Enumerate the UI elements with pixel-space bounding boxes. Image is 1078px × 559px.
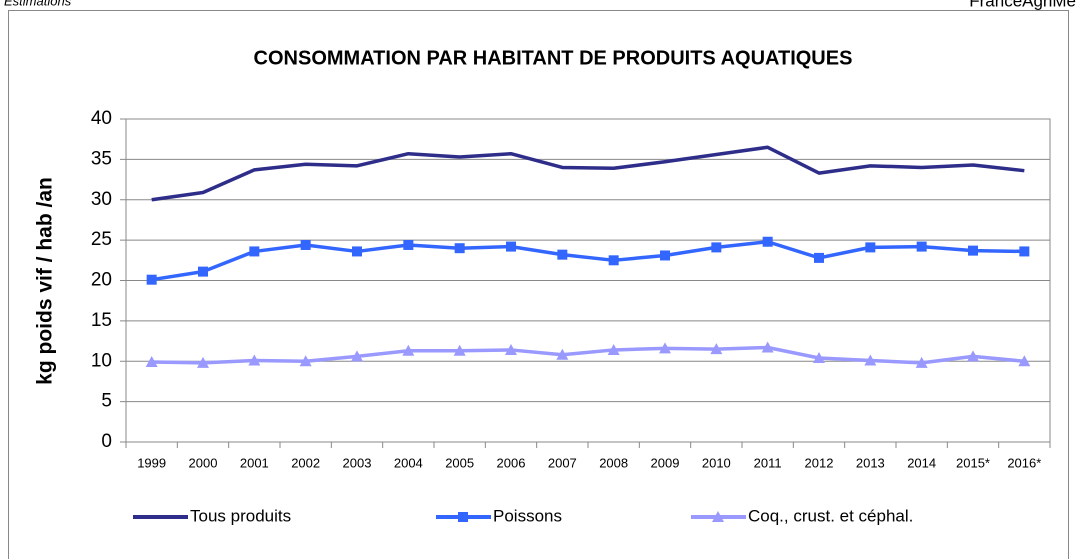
x-tick-label: 2002 [291,455,320,470]
data-point [249,246,260,257]
data-point [506,241,516,252]
data-point [916,241,927,252]
data-point [607,343,620,355]
legend-marker [712,511,724,522]
legend-label: Coq., crust. et céphal. [748,506,913,525]
x-tick-label: 2004 [394,455,423,470]
data-point [351,350,363,362]
y-tick-label: 15 [91,310,112,331]
chart-title: CONSOMMATION PAR HABITANT DE PRODUITS AQ… [254,47,853,69]
data-point [1019,246,1030,257]
data-point [300,239,311,250]
series-line [151,145,1025,202]
y-tick-label: 5 [101,391,112,412]
data-point [710,343,723,355]
data-point [145,356,158,368]
data-point [814,252,824,263]
data-point [968,245,978,256]
x-tick-label: 1999 [137,455,166,470]
y-tick-label: 35 [91,148,112,169]
data-point [248,354,261,366]
y-tick-label: 20 [91,270,112,291]
legend-label: Poissons [493,506,562,525]
y-tick-label: 10 [91,350,112,371]
data-point [557,249,568,260]
y-tick-label: 25 [91,229,112,250]
data-point [453,344,466,356]
data-point [352,246,362,257]
series-line [151,239,1025,282]
data-point [608,255,619,266]
data-point [865,242,876,253]
y-tick-label: 0 [101,431,112,452]
data-point [403,239,414,250]
data-point [299,355,312,367]
x-tick-label: 2010 [702,455,731,470]
data-point [864,354,877,366]
y-tick-label: 30 [91,189,112,210]
data-point [556,348,569,360]
y-tick-label: 40 [91,108,112,129]
data-point [761,341,774,353]
data-point [402,344,415,356]
x-tick-label: 2013 [856,455,885,470]
x-tick-label: 2009 [651,455,680,470]
x-tick-label: 2012 [805,455,834,470]
legend-label: Tous produits [190,506,291,525]
data-point [967,350,979,362]
x-tick-label: 2000 [189,455,218,470]
series-line [151,345,1025,365]
data-point [660,250,670,261]
legend-marker [458,512,468,522]
data-point [915,356,928,368]
data-point [711,242,722,253]
x-tick-label: 2011 [754,455,782,470]
y-axis-label: kg poids vif / hab /an [34,177,57,385]
data-point [659,342,671,354]
x-tick-label: 2014 [907,455,936,470]
data-point [198,266,208,277]
x-tick-label: 2016* [1007,455,1041,470]
x-tick-label: 2007 [548,455,577,470]
x-tick-label: 2015* [956,455,990,470]
data-point [197,356,209,368]
data-point [505,343,517,355]
x-tick-label: 2003 [343,455,372,470]
x-tick-label: 2008 [599,455,628,470]
header-left: Estimations [4,0,72,8]
x-tick-label: 2006 [497,455,526,470]
data-point [1018,355,1031,367]
x-tick-label: 2001 [240,455,269,470]
x-tick-label: 2005 [445,455,474,470]
header-right: FranceAgriMe [969,0,1076,10]
data-point [762,236,773,247]
data-point [146,274,157,285]
data-point [454,243,465,254]
data-point [813,352,825,364]
